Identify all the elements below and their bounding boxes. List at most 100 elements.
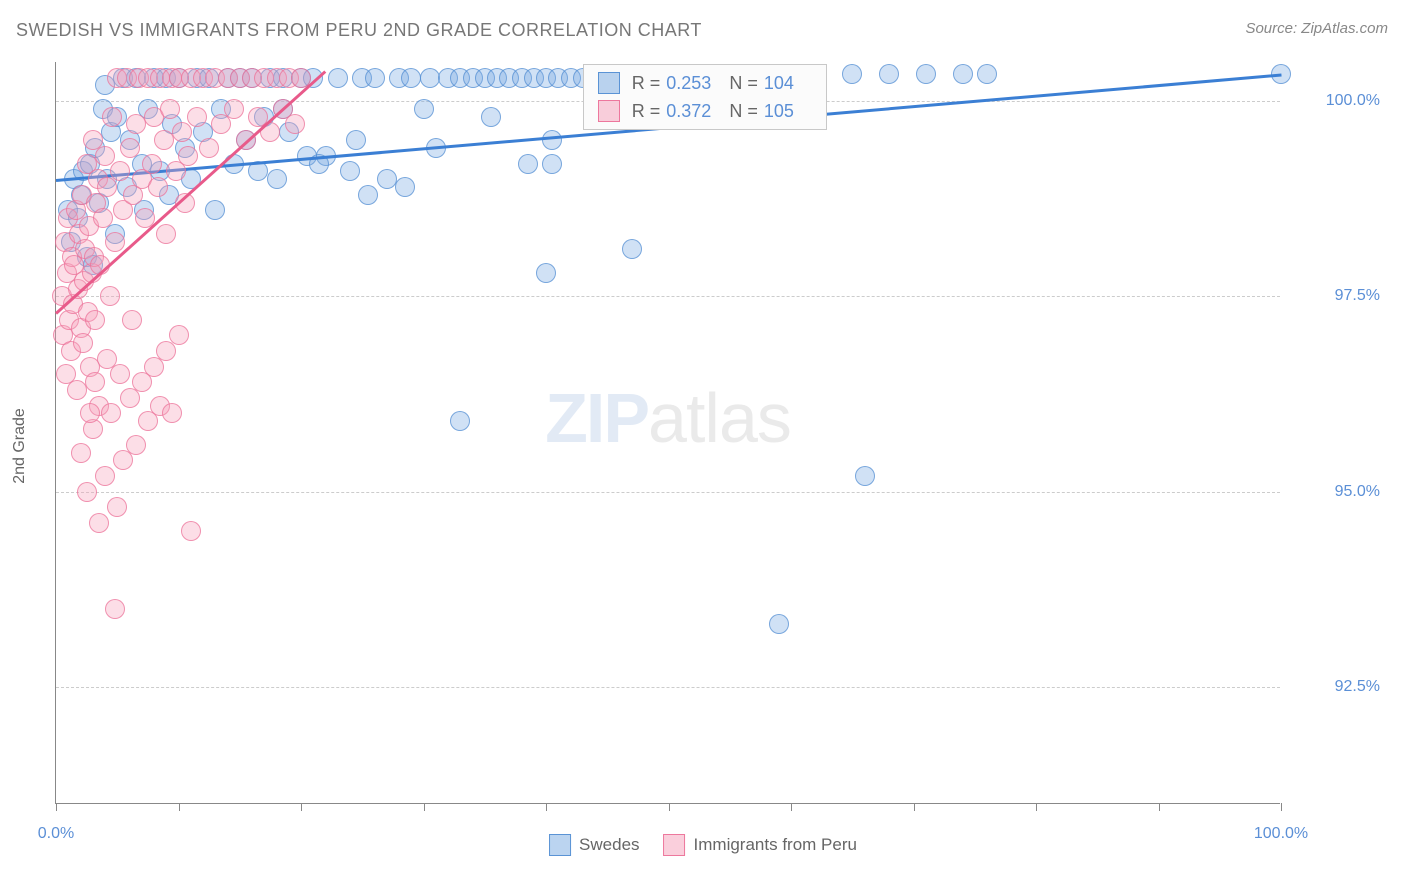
y-tick-label: 92.5%	[1290, 678, 1380, 696]
scatter-point	[120, 138, 140, 158]
scatter-point	[93, 208, 113, 228]
stats-row: R =0.253 N = 104	[584, 69, 826, 97]
x-tick	[56, 803, 57, 811]
scatter-point	[95, 146, 115, 166]
scatter-point	[401, 68, 421, 88]
scatter-point	[622, 239, 642, 259]
x-tick	[914, 803, 915, 811]
legend-item-swedes: Swedes	[549, 834, 639, 856]
x-tick	[424, 803, 425, 811]
legend-swatch-blue	[549, 834, 571, 856]
scatter-point	[181, 521, 201, 541]
scatter-point	[105, 232, 125, 252]
stats-label: N =	[729, 101, 758, 122]
scatter-point	[414, 99, 434, 119]
stats-label: R =	[632, 73, 661, 94]
grid-line	[56, 687, 1280, 688]
scatter-point	[365, 68, 385, 88]
scatter-point	[199, 138, 219, 158]
scatter-point	[542, 130, 562, 150]
scatter-point	[916, 64, 936, 84]
scatter-point	[110, 364, 130, 384]
scatter-point	[536, 263, 556, 283]
stats-box: R =0.253 N = 104 R =0.372 N = 105	[583, 64, 827, 130]
stats-label: R =	[632, 101, 661, 122]
x-tick	[1036, 803, 1037, 811]
scatter-point	[142, 154, 162, 174]
scatter-point	[102, 107, 122, 127]
scatter-point	[156, 224, 176, 244]
x-tick-label: 0.0%	[38, 825, 74, 843]
x-tick	[1159, 803, 1160, 811]
scatter-point	[395, 177, 415, 197]
scatter-point	[107, 497, 127, 517]
y-axis-label: 2nd Grade	[11, 408, 29, 484]
scatter-point	[267, 169, 287, 189]
x-tick	[669, 803, 670, 811]
scatter-point	[358, 185, 378, 205]
scatter-point	[205, 200, 225, 220]
stats-value: 0.372	[666, 101, 711, 122]
scatter-point	[169, 325, 189, 345]
scatter-point	[340, 161, 360, 181]
x-tick-label: 100.0%	[1254, 825, 1308, 843]
x-tick	[791, 803, 792, 811]
scatter-point	[224, 99, 244, 119]
grid-line	[56, 296, 1280, 297]
stats-swatch	[598, 100, 620, 122]
scatter-point	[187, 107, 207, 127]
scatter-point	[542, 154, 562, 174]
scatter-point	[80, 403, 100, 423]
scatter-point	[450, 411, 470, 431]
scatter-point	[842, 64, 862, 84]
scatter-point	[855, 466, 875, 486]
y-tick-label: 95.0%	[1290, 483, 1380, 501]
scatter-point	[346, 130, 366, 150]
scatter-point	[73, 333, 93, 353]
scatter-point	[160, 99, 180, 119]
stats-value: 105	[764, 101, 794, 122]
scatter-point	[481, 107, 501, 127]
bottom-legend: Swedes Immigrants from Peru	[549, 834, 857, 856]
x-tick	[1281, 803, 1282, 811]
scatter-point	[122, 310, 142, 330]
legend-label: Swedes	[579, 835, 639, 855]
scatter-point	[71, 443, 91, 463]
chart-container: SWEDISH VS IMMIGRANTS FROM PERU 2ND GRAD…	[0, 0, 1406, 892]
scatter-point	[953, 64, 973, 84]
scatter-point	[172, 122, 192, 142]
scatter-point	[148, 177, 168, 197]
scatter-point	[518, 154, 538, 174]
stats-row: R =0.372 N = 105	[584, 97, 826, 125]
y-tick-label: 97.5%	[1290, 287, 1380, 305]
scatter-point	[178, 146, 198, 166]
stats-value: 0.253	[666, 73, 711, 94]
scatter-point	[100, 286, 120, 306]
scatter-point	[67, 380, 87, 400]
scatter-point	[110, 161, 130, 181]
stats-label: N =	[729, 73, 758, 94]
grid-line	[56, 492, 1280, 493]
watermark-atlas: atlas	[648, 379, 791, 457]
source-attribution: Source: ZipAtlas.com	[1245, 20, 1388, 37]
x-tick	[301, 803, 302, 811]
scatter-point	[420, 68, 440, 88]
scatter-point	[879, 64, 899, 84]
scatter-point	[377, 169, 397, 189]
scatter-point	[977, 64, 997, 84]
scatter-point	[105, 599, 125, 619]
scatter-point	[85, 372, 105, 392]
scatter-point	[126, 114, 146, 134]
scatter-point	[89, 513, 109, 533]
watermark-zip: ZIP	[545, 379, 648, 457]
scatter-point	[328, 68, 348, 88]
scatter-point	[126, 435, 146, 455]
scatter-point	[162, 403, 182, 423]
legend-label: Immigrants from Peru	[694, 835, 857, 855]
y-tick-label: 100.0%	[1290, 92, 1380, 110]
stats-value: 104	[764, 73, 794, 94]
watermark: ZIPatlas	[545, 378, 791, 458]
legend-swatch-pink	[664, 834, 686, 856]
scatter-point	[154, 130, 174, 150]
scatter-point	[95, 466, 115, 486]
